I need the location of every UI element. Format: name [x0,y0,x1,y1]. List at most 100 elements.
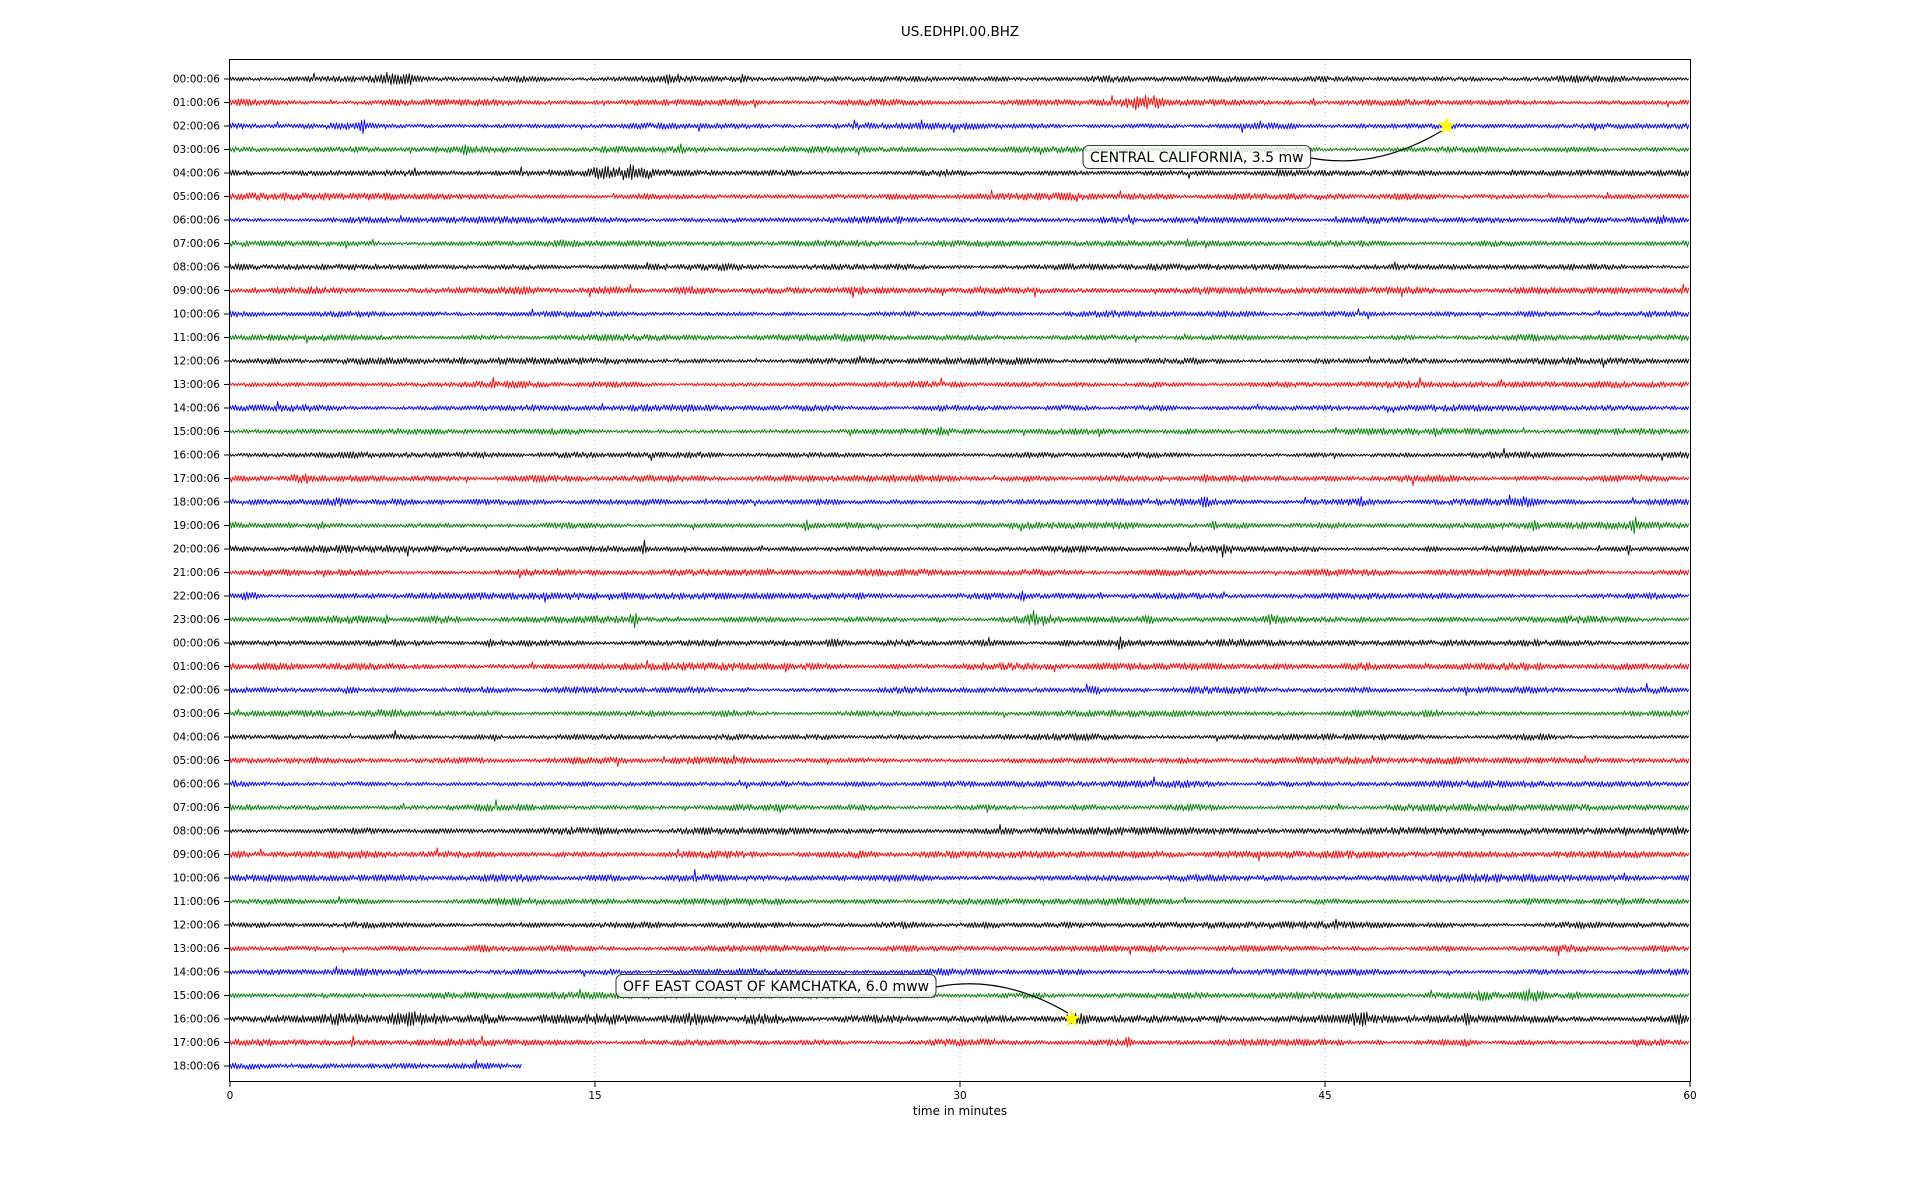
trace-row-33 [230,847,1690,862]
row-label-33: 09:00:06 [173,849,220,861]
row-label-12: 12:00:06 [173,356,220,368]
trace-row-9 [230,283,1690,299]
event-label-box [1082,144,1312,170]
row-label-22: 22:00:06 [173,591,220,603]
row-label-30: 06:00:06 [173,779,220,791]
trace-row-36 [230,918,1690,930]
trace-row-19 [230,516,1690,535]
row-label-36: 12:00:06 [173,920,220,932]
row-label-0: 00:00:06 [173,74,220,86]
event-label: CENTRAL CALIFORNIA, 3.5 mw [1090,150,1304,166]
trace-row-35 [230,896,1690,906]
event-connector-line [1310,130,1442,162]
x-tick-label-60: 60 [1683,1090,1696,1102]
row-label-1: 01:00:06 [173,97,220,109]
plot-title: US.EDHPI.00.BHZ [901,24,1019,40]
event-star-icon [1437,116,1456,134]
trace-row-21 [230,567,1690,579]
trace-row-31 [230,799,1690,814]
event-label-box [615,973,937,999]
row-label-3: 03:00:06 [173,144,220,156]
trace-row-41 [230,1035,1690,1048]
row-label-39: 15:00:06 [173,990,220,1002]
trace-row-42 [230,1059,522,1070]
row-label-4: 04:00:06 [173,168,220,180]
trace-row-8 [230,261,1690,272]
trace-row-29 [230,754,1690,767]
event-star-icon [1062,1009,1081,1027]
trace-row-2 [230,119,1690,135]
trace-row-17 [230,473,1690,486]
trace-row-40 [230,1010,1690,1027]
row-label-11: 11:00:06 [173,332,220,344]
row-label-9: 09:00:06 [173,285,220,297]
x-tick-label-45: 45 [1318,1090,1331,1102]
event-connector-line [935,983,1069,1014]
row-label-32: 08:00:06 [173,826,220,838]
trace-row-15 [230,426,1690,438]
row-label-17: 17:00:06 [173,473,220,485]
row-label-38: 14:00:06 [173,967,220,979]
row-label-26: 02:00:06 [173,685,220,697]
trace-row-20 [230,539,1690,558]
trace-row-27 [230,708,1690,719]
row-label-19: 19:00:06 [173,520,220,532]
trace-row-6 [230,214,1690,225]
row-label-21: 21:00:06 [173,567,220,579]
row-label-29: 05:00:06 [173,755,220,767]
row-label-28: 04:00:06 [173,732,220,744]
trace-row-26 [230,682,1690,696]
trace-row-10 [230,308,1690,320]
trace-row-38 [230,965,1690,978]
row-label-31: 07:00:06 [173,802,220,814]
row-label-5: 05:00:06 [173,191,220,203]
row-label-15: 15:00:06 [173,426,220,438]
trace-row-16 [230,447,1690,462]
x-axis-label: time in minutes [913,1104,1007,1118]
trace-lines [230,71,1690,1070]
row-label-40: 16:00:06 [173,1014,220,1026]
row-label-34: 10:00:06 [173,873,220,885]
trace-row-23 [230,609,1690,629]
x-tick-label-0: 0 [227,1090,234,1102]
gridlines [594,60,1326,1081]
row-label-14: 14:00:06 [173,403,220,415]
row-label-27: 03:00:06 [173,708,220,720]
row-label-20: 20:00:06 [173,544,220,556]
event-label: OFF EAST COAST OF KAMCHATKA, 6.0 mww [623,979,929,995]
trace-row-32 [230,824,1690,837]
event-annotations: CENTRAL CALIFORNIA, 3.5 mw OFF EAST COAST… [615,116,1456,1027]
trace-row-4 [230,163,1690,181]
trace-row-0 [230,71,1690,86]
row-label-35: 11:00:06 [173,896,220,908]
row-label-10: 10:00:06 [173,309,220,321]
x-tick-label-30: 30 [953,1090,966,1102]
trace-row-39 [230,988,1690,1003]
row-label-7: 07:00:06 [173,238,220,250]
trace-row-5 [230,189,1690,203]
row-label-18: 18:00:06 [173,497,220,509]
trace-row-1 [230,94,1690,111]
trace-row-14 [230,401,1690,414]
row-label-37: 13:00:06 [173,943,220,955]
row-label-13: 13:00:06 [173,379,220,391]
trace-row-13 [230,376,1690,389]
row-label-41: 17:00:06 [173,1037,220,1049]
axes: 0 15 30 45 60 00:00:06 01:00:06 02:00:06 03:00:0… [173,59,1697,1102]
trace-row-7 [230,238,1690,249]
row-label-25: 01:00:06 [173,661,220,673]
row-label-2: 02:00:06 [173,121,220,133]
trace-row-12 [230,355,1690,368]
trace-row-28 [230,730,1690,742]
trace-row-30 [230,776,1690,789]
row-label-6: 06:00:06 [173,215,220,227]
x-tick-label-15: 15 [588,1090,601,1102]
trace-row-24 [230,636,1690,650]
trace-row-22 [230,590,1690,603]
trace-row-34 [230,868,1690,883]
trace-row-25 [230,659,1690,673]
event-annotation: OFF EAST COAST OF KAMCHATKA, 6.0 mww [615,973,1081,1027]
trace-row-18 [230,494,1690,508]
row-label-23: 23:00:06 [173,614,220,626]
